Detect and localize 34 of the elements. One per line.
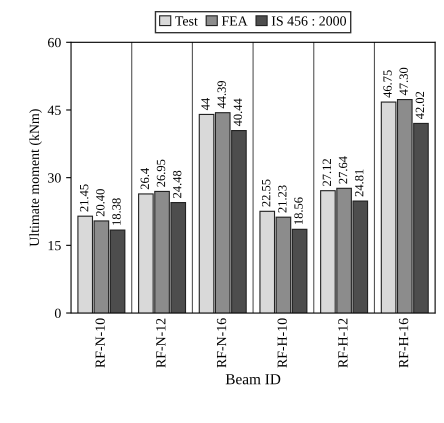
x-tick-label: RF-H-12 — [338, 318, 348, 368]
x-tick-label: RF-N-10 — [95, 318, 105, 368]
data-label: 47.30 — [399, 68, 408, 96]
data-label: 44.39 — [217, 80, 226, 108]
y-tick-label: 0 — [54, 308, 61, 318]
y-axis-title: Ultimate moment (kNm) — [29, 109, 42, 246]
x-tick-label: RF-H-10 — [278, 318, 287, 368]
data-label: 44 — [201, 98, 210, 110]
y-tick-label: 30 — [48, 173, 61, 183]
data-label: 24.81 — [354, 170, 364, 196]
data-label: 46.75 — [383, 70, 392, 98]
y-tick-label: 15 — [48, 240, 61, 250]
legend-label: Test — [175, 16, 198, 26]
data-label: 27.12 — [322, 159, 332, 186]
x-tick-label: RF-N-16 — [216, 318, 226, 368]
data-label: 21.45 — [80, 184, 88, 212]
legend-label: FEA — [222, 16, 248, 26]
data-label: 22.55 — [262, 179, 270, 207]
x-tick-label: RF-H-16 — [398, 318, 408, 368]
x-tick-label: RF-N-12 — [156, 318, 166, 368]
y-tick-label: 60 — [48, 38, 61, 48]
data-label: 24.48 — [172, 170, 182, 198]
data-label: 42.02 — [416, 92, 424, 120]
data-label: 26.4 — [140, 168, 150, 190]
y-tick-label: 45 — [48, 106, 61, 115]
x-axis-title: Beam ID — [226, 374, 280, 384]
data-label: 20.40 — [96, 189, 105, 216]
data-label: 40.44 — [234, 98, 242, 126]
data-label: 27.64 — [338, 156, 348, 184]
data-label: 18.56 — [294, 197, 303, 224]
data-label: 26.95 — [156, 160, 166, 187]
data-label: 18.38 — [112, 198, 121, 225]
data-label: 21.23 — [278, 185, 287, 213]
legend-label: IS 456 : 2000 — [272, 16, 346, 26]
